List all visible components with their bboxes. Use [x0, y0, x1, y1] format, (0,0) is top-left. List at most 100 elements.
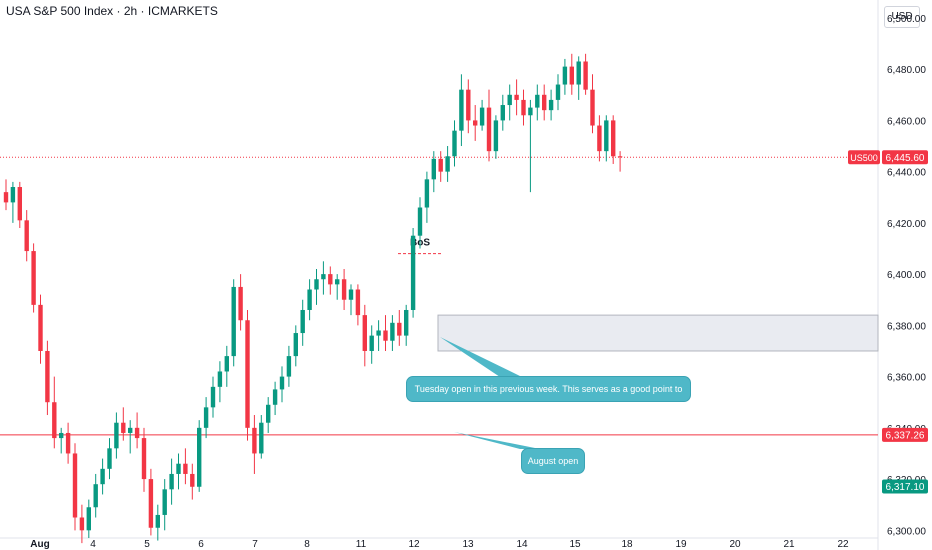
candle-body — [417, 207, 423, 236]
candle-body — [252, 427, 257, 454]
candle-body — [321, 274, 326, 280]
candle-body — [479, 107, 485, 126]
candle-body — [486, 107, 492, 152]
candle-body — [562, 66, 568, 85]
candle-body — [259, 422, 264, 454]
y-tick-label: 6,400.00 — [887, 270, 926, 281]
candle-body — [611, 120, 616, 157]
candle-body — [197, 427, 202, 487]
candle-body — [452, 130, 457, 157]
candle-body — [307, 289, 312, 310]
x-tick-label: 15 — [569, 539, 581, 550]
x-tick-label: 21 — [783, 539, 795, 550]
x-tick-label: 20 — [729, 539, 741, 550]
x-tick-label: 14 — [516, 539, 528, 550]
x-tick-label: 7 — [252, 539, 258, 550]
x-tick-label: 4 — [90, 539, 96, 550]
x-tick-label: 8 — [304, 539, 310, 550]
candle-body — [335, 279, 340, 285]
candle-body — [583, 61, 588, 90]
y-tick-label: 6,480.00 — [887, 65, 926, 76]
x-tick-label: 11 — [356, 539, 367, 550]
currency-selector[interactable]: USD — [884, 6, 920, 28]
x-tick-label: Aug — [30, 539, 49, 550]
current-price-badge-text: 6,445.60 — [886, 153, 925, 164]
tuesday-open-callout: Tuesday open in this previous week. This… — [406, 376, 691, 418]
candle-body — [341, 279, 347, 300]
demand-zone — [437, 314, 879, 352]
x-tick-label: 12 — [408, 539, 420, 550]
candle-body — [72, 453, 78, 518]
candle-body — [355, 289, 361, 316]
candle-body — [548, 99, 554, 111]
candle-body — [210, 386, 216, 408]
price-badge-green-bg — [882, 479, 928, 494]
candle-body — [438, 158, 443, 172]
august-open-badge: 6,337.26 — [882, 427, 928, 442]
candle-body — [190, 473, 195, 487]
august-open-badge-bg — [882, 427, 928, 442]
x-tick-label: 13 — [462, 539, 474, 550]
y-tick-label: 6,360.00 — [887, 373, 926, 384]
candle-body — [121, 422, 126, 433]
candle-body — [445, 156, 450, 172]
candle-body — [128, 427, 133, 433]
candle-body — [507, 94, 512, 106]
candle-body — [59, 432, 64, 439]
candle-body — [266, 404, 271, 423]
candle-body — [314, 279, 319, 290]
candle-body — [300, 309, 305, 334]
candle-body — [162, 489, 167, 515]
y-tick-label: 6,500.00 — [887, 14, 926, 25]
candle-body — [79, 517, 85, 531]
candle-body — [466, 89, 471, 121]
candle-body — [286, 356, 292, 377]
candle-body — [141, 438, 147, 480]
candle-body — [555, 84, 561, 100]
candle-body — [17, 187, 22, 221]
y-tick-label: 6,460.00 — [887, 116, 926, 127]
candle-body — [590, 89, 595, 126]
candle-body — [245, 320, 250, 428]
candle-body — [328, 274, 333, 285]
callout-pointer — [440, 337, 522, 377]
candle-body — [24, 220, 29, 252]
callout-pointer — [454, 432, 540, 449]
callout-text: Tuesday open in this previous week. This… — [414, 384, 683, 418]
candle-body — [114, 422, 119, 449]
candle-body — [238, 286, 243, 321]
x-tick-label: 5 — [144, 539, 150, 550]
candle-body — [473, 120, 478, 126]
price-badge-green: 6,317.10 — [882, 479, 928, 494]
candle-body — [404, 309, 409, 336]
candle-body — [45, 350, 50, 403]
current-price-badge-bg — [882, 150, 928, 165]
candle-body — [362, 315, 367, 351]
candle-body — [369, 335, 374, 351]
candle-body — [272, 389, 278, 405]
x-tick-label: 6 — [198, 539, 204, 550]
candle-body — [155, 514, 160, 528]
candle-body — [183, 463, 188, 474]
candle-body — [93, 484, 98, 508]
candle-body — [169, 473, 174, 490]
candle-body — [31, 251, 36, 305]
y-tick-label: 6,300.00 — [887, 526, 926, 537]
candle-body — [176, 463, 181, 474]
symbol-badge — [848, 150, 880, 165]
candle-body — [535, 94, 540, 108]
candle-body — [521, 99, 526, 116]
august-open-badge-text: 6,337.26 — [886, 430, 925, 441]
y-tick-label: 6,420.00 — [887, 219, 926, 230]
candle-body — [376, 330, 381, 336]
chart-title: USA S&P 500 Index · 2h · ICMARKETS — [6, 4, 218, 18]
candle-body — [3, 192, 9, 203]
candle-body — [203, 407, 209, 428]
candle-body — [134, 427, 140, 439]
callout-text: August open — [527, 456, 579, 466]
candle-body — [217, 371, 223, 387]
candle-body — [576, 61, 581, 85]
candle-body — [431, 158, 436, 180]
candle-body — [410, 235, 416, 310]
